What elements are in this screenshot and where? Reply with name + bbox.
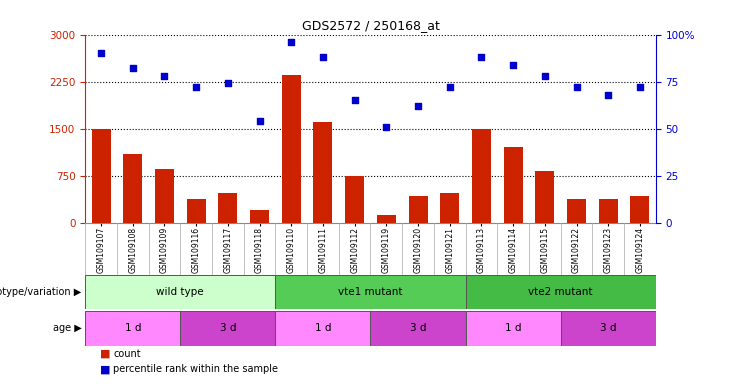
- Bar: [92, 129, 110, 223]
- Bar: [345, 176, 364, 223]
- Point: [571, 84, 582, 90]
- Bar: [535, 171, 554, 223]
- Bar: [123, 154, 142, 223]
- Point: [127, 65, 139, 71]
- Bar: [85, 311, 180, 346]
- Title: GDS2572 / 250168_at: GDS2572 / 250168_at: [302, 19, 439, 32]
- Point: [253, 118, 265, 124]
- Point: [539, 73, 551, 79]
- Text: ■: ■: [100, 349, 114, 359]
- Bar: [465, 311, 561, 346]
- Bar: [219, 193, 237, 223]
- Text: genotype/variation ▶: genotype/variation ▶: [0, 287, 82, 297]
- Bar: [85, 275, 276, 309]
- Bar: [440, 193, 459, 223]
- Text: vte1 mutant: vte1 mutant: [338, 287, 403, 297]
- Point: [412, 103, 424, 109]
- Text: wild type: wild type: [156, 287, 204, 297]
- Bar: [561, 311, 656, 346]
- Bar: [313, 122, 333, 223]
- Bar: [472, 129, 491, 223]
- Point: [507, 61, 519, 68]
- Text: ■: ■: [100, 364, 114, 374]
- Text: percentile rank within the sample: percentile rank within the sample: [113, 364, 279, 374]
- Bar: [377, 215, 396, 223]
- Bar: [465, 275, 656, 309]
- Bar: [408, 196, 428, 223]
- Point: [634, 84, 646, 90]
- Text: 3 d: 3 d: [600, 323, 617, 333]
- Bar: [155, 169, 174, 223]
- Bar: [276, 311, 370, 346]
- Point: [444, 84, 456, 90]
- Bar: [250, 210, 269, 223]
- Bar: [631, 196, 649, 223]
- Text: 3 d: 3 d: [219, 323, 236, 333]
- Point: [190, 84, 202, 90]
- Text: 3 d: 3 d: [410, 323, 426, 333]
- Bar: [504, 147, 522, 223]
- Bar: [187, 199, 206, 223]
- Bar: [180, 311, 276, 346]
- Text: vte2 mutant: vte2 mutant: [528, 287, 593, 297]
- Text: 1 d: 1 d: [315, 323, 331, 333]
- Bar: [567, 199, 586, 223]
- Bar: [276, 275, 465, 309]
- Bar: [370, 311, 465, 346]
- Point: [95, 50, 107, 56]
- Bar: [282, 75, 301, 223]
- Text: age ▶: age ▶: [53, 323, 82, 333]
- Point: [159, 73, 170, 79]
- Point: [285, 39, 297, 45]
- Point: [222, 80, 233, 86]
- Point: [602, 92, 614, 98]
- Point: [380, 124, 392, 130]
- Point: [317, 54, 329, 60]
- Text: count: count: [113, 349, 141, 359]
- Bar: [599, 199, 618, 223]
- Text: 1 d: 1 d: [505, 323, 522, 333]
- Point: [476, 54, 488, 60]
- Point: [349, 98, 361, 104]
- Text: 1 d: 1 d: [124, 323, 141, 333]
